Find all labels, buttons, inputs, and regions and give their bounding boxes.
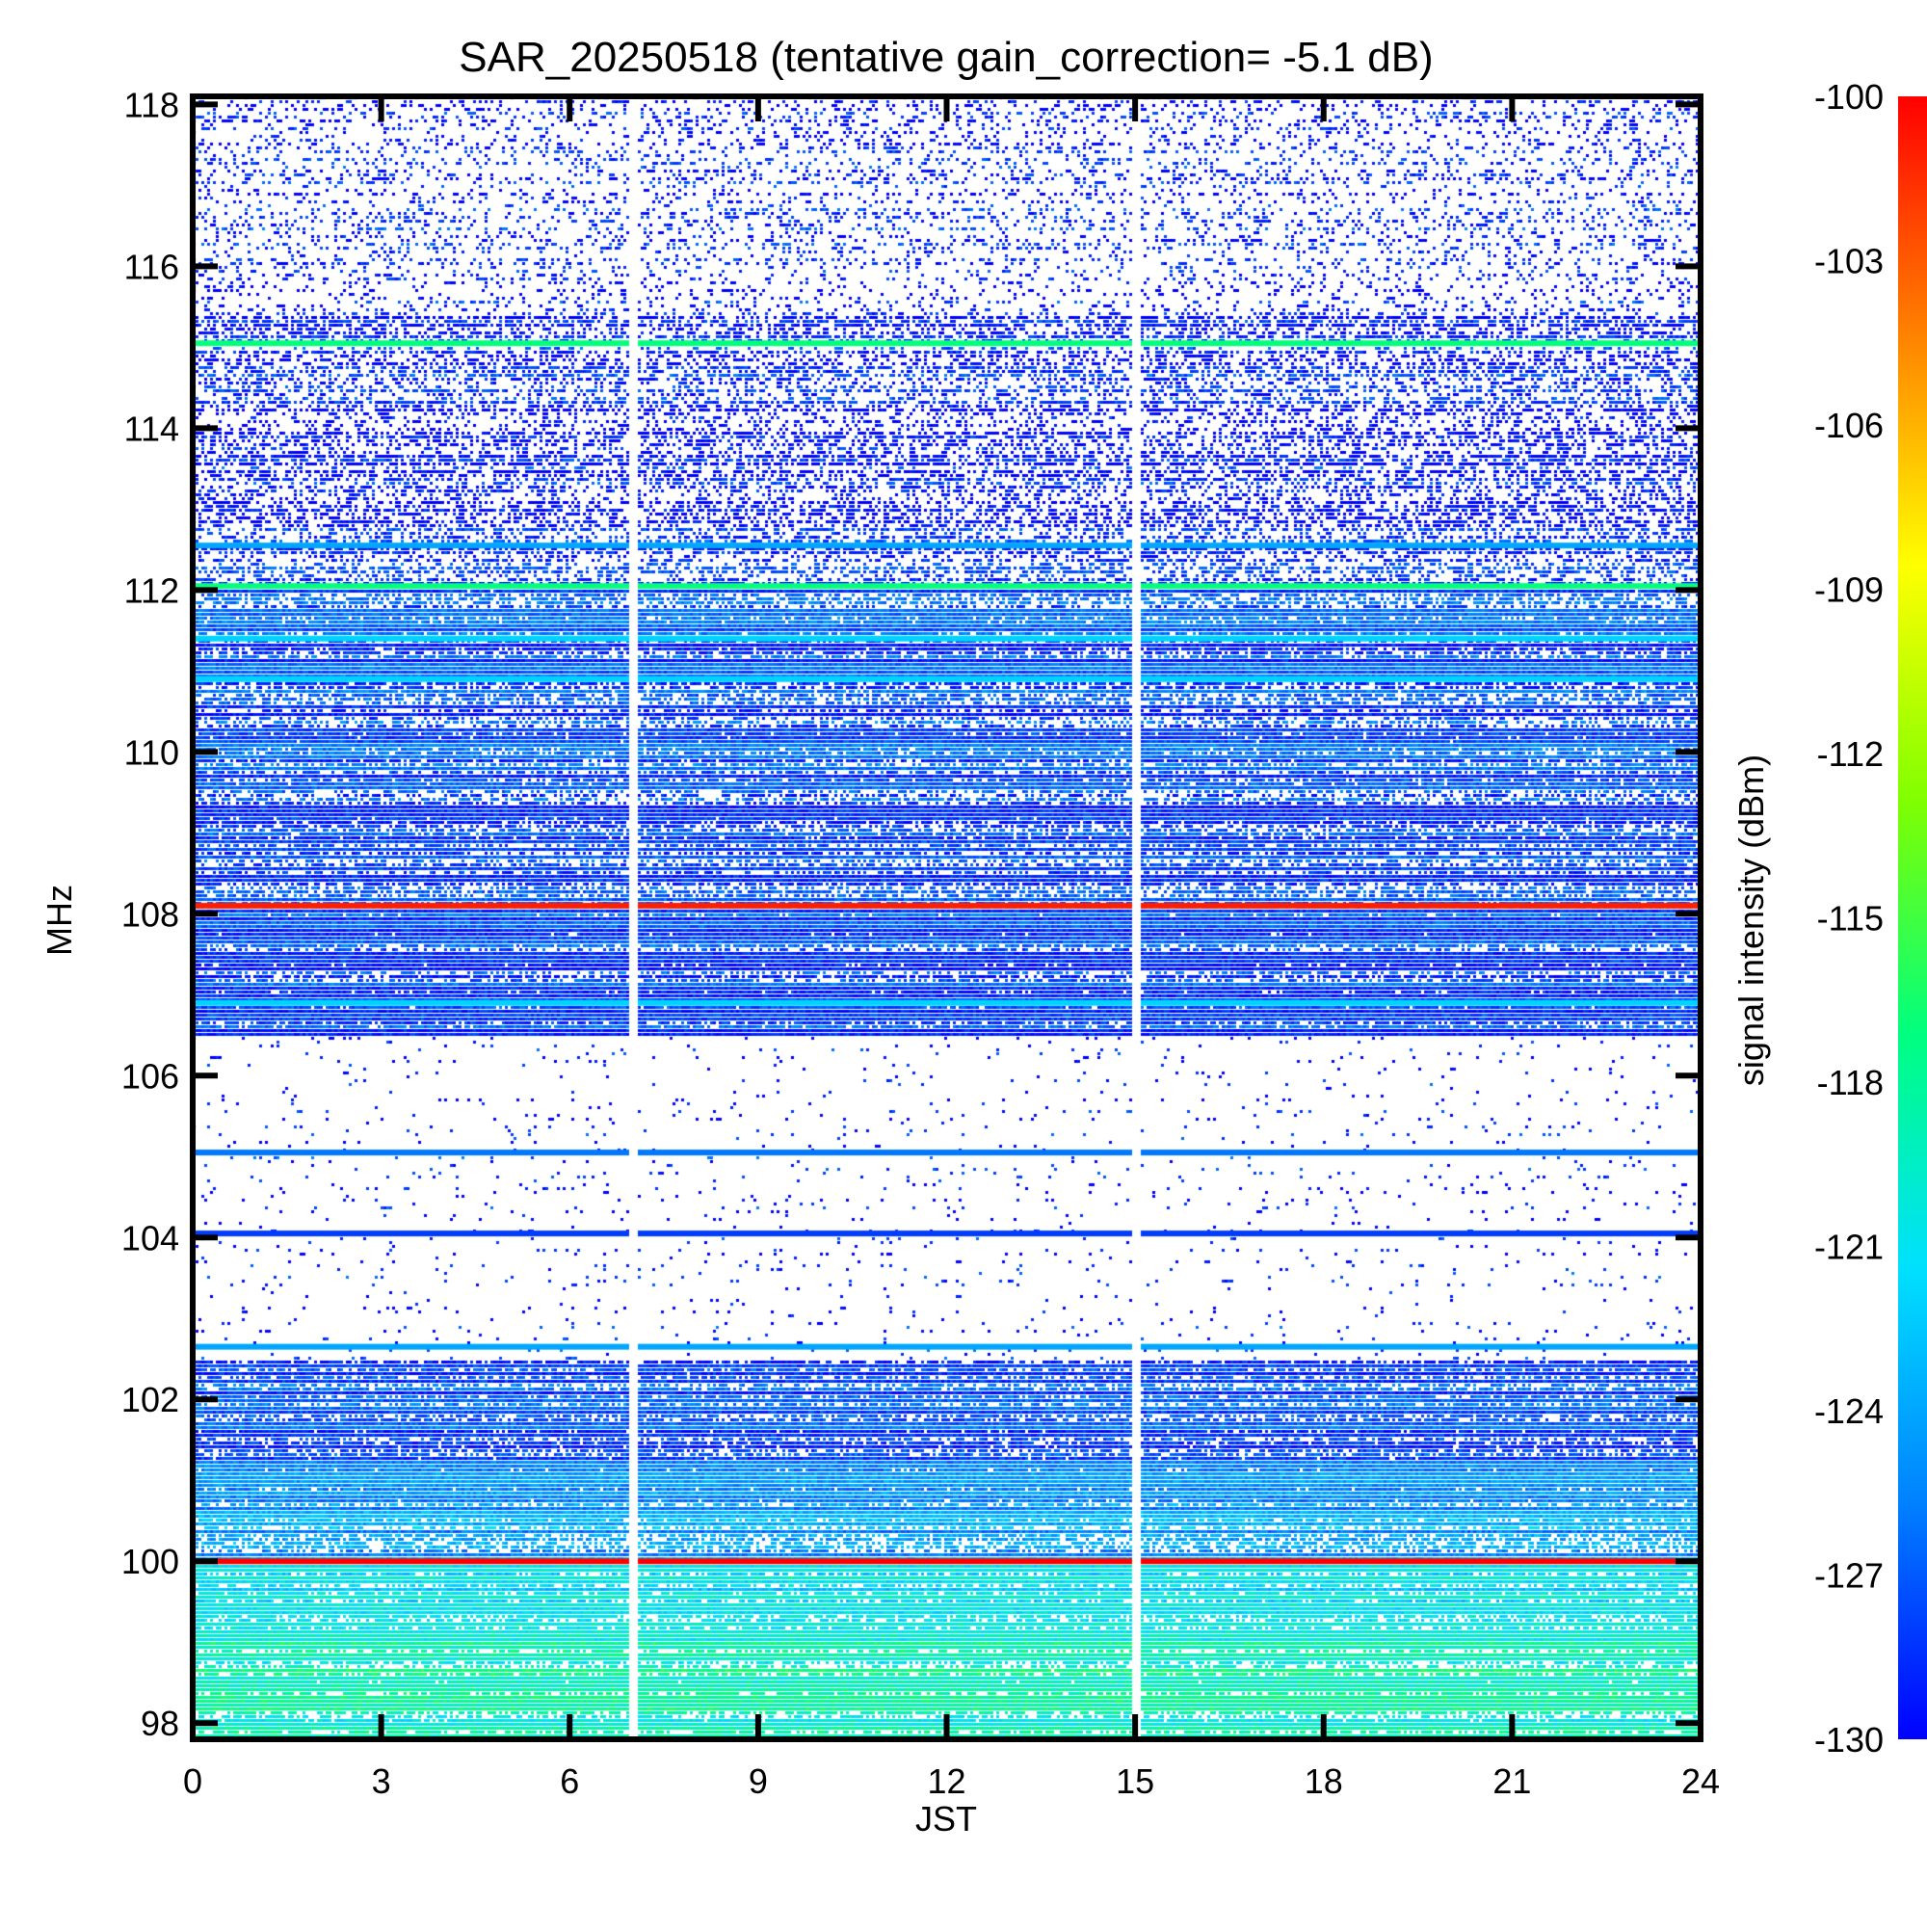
x-tick-label: 18 [1305, 1761, 1343, 1801]
colorbar-tick-label: -121 [1814, 1228, 1884, 1267]
colorbar-gradient [1898, 96, 1927, 1739]
x-tick-label: 3 [372, 1761, 391, 1801]
heatmap-image [193, 96, 1701, 1739]
colorbar-tick-label: -130 [1814, 1720, 1884, 1760]
x-tick-label: 12 [927, 1761, 965, 1801]
colorbar-tick-label: -106 [1814, 406, 1884, 445]
colorbar-tick-label: -112 [1817, 734, 1884, 774]
y-tick-label: 114 [124, 409, 179, 448]
heatmap-cells [193, 96, 1701, 1739]
colorbar-tick-label: -103 [1814, 242, 1884, 281]
x-tick-label: 9 [749, 1761, 768, 1801]
x-axis-label: JST [915, 1799, 977, 1839]
x-tick-label: 24 [1681, 1761, 1720, 1801]
x-tick-label: 15 [1116, 1761, 1154, 1801]
colorbar-tick-label: -127 [1814, 1556, 1884, 1596]
y-tick-label: 112 [124, 570, 179, 610]
y-tick-label: 106 [121, 1056, 179, 1096]
y-tick-label: 108 [121, 894, 179, 934]
y-tick-label: 100 [121, 1542, 179, 1581]
colorbar-tick-label: -115 [1817, 899, 1884, 939]
colorbar-tick-label: -118 [1817, 1063, 1884, 1102]
x-tick-label: 21 [1492, 1761, 1531, 1801]
y-tick-label: 118 [124, 85, 179, 124]
chart-title: SAR_20250518 (tentative gain_correction=… [459, 34, 1433, 81]
y-tick-label: 110 [124, 732, 179, 772]
colorbar-tick-label: -124 [1814, 1391, 1884, 1431]
colorbar: -100 -103 -106 -109 -112 -115 -118 -121 -124 -127… [1814, 77, 1927, 1760]
x-tick-label: 6 [560, 1761, 579, 1801]
colorbar-label: signal intensity (dBm) [1731, 754, 1771, 1086]
y-axis-label: MHz [40, 885, 79, 956]
y-tick-label: 116 [124, 247, 179, 286]
y-tick-label: 104 [121, 1218, 179, 1257]
colorbar-tick-label: -100 [1814, 77, 1884, 117]
x-tick-label: 0 [183, 1761, 202, 1801]
axes: 0 3 6 9 12 15 18 21 24 98 100 102 104 106 108 110 112 114… [121, 85, 1720, 1801]
y-tick-label: 98 [141, 1704, 179, 1743]
colorbar-tick-label: -109 [1814, 570, 1884, 610]
y-tick-label: 102 [121, 1380, 179, 1419]
